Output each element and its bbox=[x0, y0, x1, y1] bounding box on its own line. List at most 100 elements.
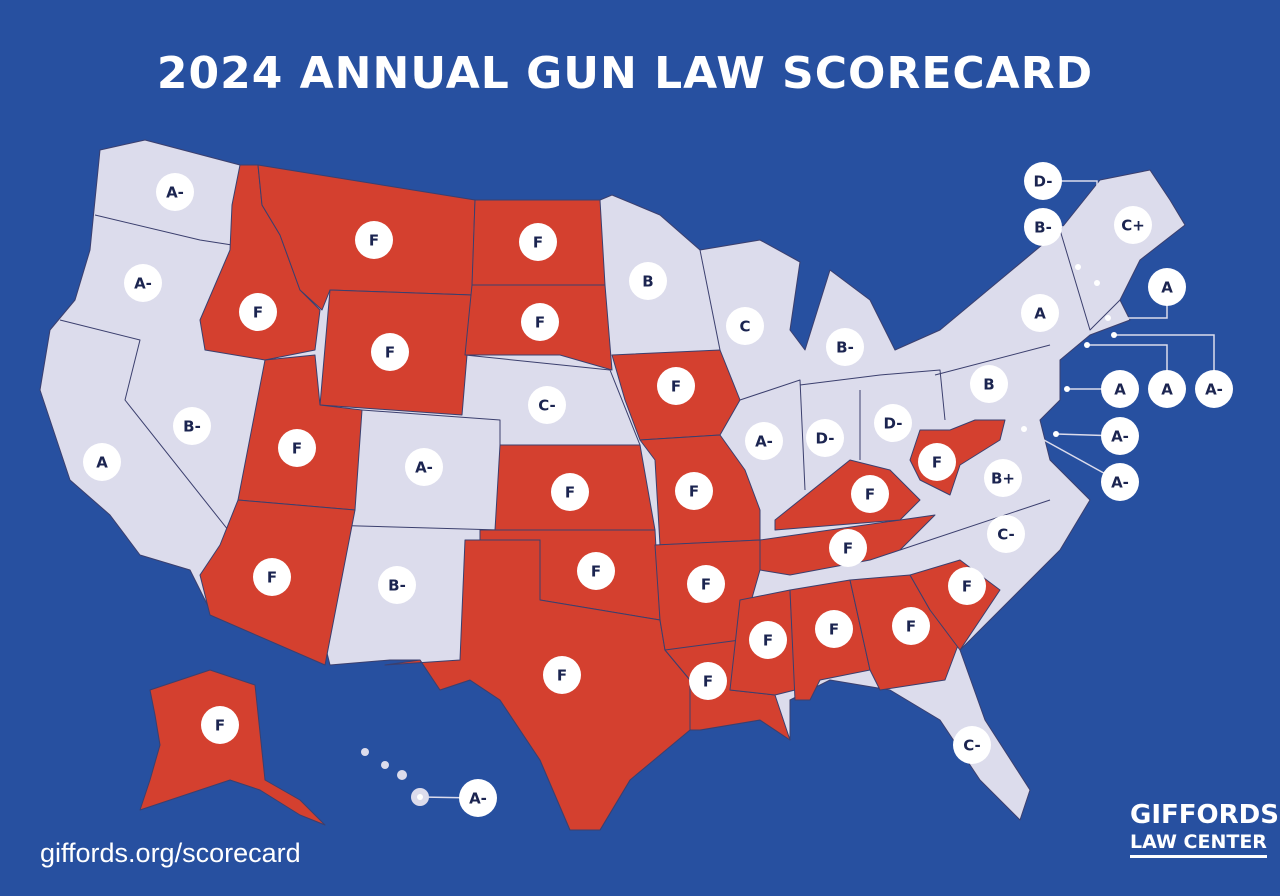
grade-label: F bbox=[962, 578, 972, 596]
grade-badge: F bbox=[371, 333, 409, 371]
grade-badge: F bbox=[543, 656, 581, 694]
grade-badge: F bbox=[278, 429, 316, 467]
grade-badge-circle bbox=[953, 726, 991, 764]
grade-badge: D- bbox=[874, 404, 912, 442]
grade-label: A bbox=[1161, 279, 1173, 297]
grade-badge-circle bbox=[519, 223, 557, 261]
grade-label: A bbox=[1161, 381, 1173, 399]
leader-dot bbox=[417, 794, 423, 800]
state-shape bbox=[774, 459, 921, 531]
grade-badge-circle bbox=[806, 419, 844, 457]
grade-badge: F bbox=[657, 367, 695, 405]
grade-label: F bbox=[292, 440, 302, 458]
grade-label: F bbox=[385, 344, 395, 362]
grade-badge-circle bbox=[528, 386, 566, 424]
grade-label: A- bbox=[415, 459, 433, 477]
grade-label: F bbox=[701, 576, 711, 594]
grade-badge: F bbox=[253, 558, 291, 596]
grade-badge: F bbox=[815, 610, 853, 648]
grade-badge: F bbox=[577, 552, 615, 590]
grade-label: B bbox=[983, 376, 994, 394]
grade-badge: F bbox=[355, 221, 393, 259]
grade-badge-circle bbox=[970, 365, 1008, 403]
grade-badge-circle bbox=[1148, 268, 1186, 306]
scorecard-url[interactable]: giffords.org/scorecard bbox=[40, 838, 301, 868]
grade-badge-circle bbox=[815, 610, 853, 648]
grade-label: C+ bbox=[1121, 217, 1145, 235]
grade-badge: A bbox=[83, 443, 121, 481]
grade-badge-circle bbox=[173, 407, 211, 445]
grade-badge-circle bbox=[629, 262, 667, 300]
grade-badge-circle bbox=[851, 475, 889, 513]
grade-badge: A- bbox=[745, 422, 783, 460]
grade-badge: B+ bbox=[984, 459, 1022, 497]
leader-dot bbox=[1111, 332, 1117, 338]
grade-badge-circle bbox=[1148, 370, 1186, 408]
grade-badge-circle bbox=[521, 303, 559, 341]
grade-badge-circle bbox=[918, 443, 956, 481]
grade-label: B+ bbox=[991, 470, 1015, 488]
grade-label: A- bbox=[469, 790, 487, 808]
grade-badge: B- bbox=[826, 328, 864, 366]
grade-label: F bbox=[703, 673, 713, 691]
grade-label: F bbox=[591, 563, 601, 581]
leader-dot bbox=[1021, 426, 1027, 432]
grade-label: F bbox=[565, 484, 575, 502]
grade-badge-circle bbox=[675, 472, 713, 510]
grade-badge: F bbox=[749, 621, 787, 659]
grade-badge-circle bbox=[1101, 463, 1139, 501]
grade-badge: A bbox=[1148, 370, 1186, 408]
grade-badge-circle bbox=[948, 567, 986, 605]
grade-label: B- bbox=[388, 577, 406, 595]
grade-badge: A- bbox=[1101, 463, 1139, 501]
grade-label: B- bbox=[836, 339, 854, 357]
grade-badge: C- bbox=[528, 386, 566, 424]
giffords-logo: GIFFORDS LAW CENTER bbox=[1130, 800, 1279, 858]
grade-label: A bbox=[1114, 381, 1126, 399]
grade-badge: B- bbox=[378, 566, 416, 604]
grade-label: F bbox=[267, 569, 277, 587]
grade-badge: F bbox=[892, 607, 930, 645]
grade-badge: F bbox=[851, 475, 889, 513]
grade-label: F bbox=[671, 378, 681, 396]
grade-badge-circle bbox=[874, 404, 912, 442]
grade-badge: D- bbox=[1024, 162, 1062, 200]
grade-badge: F bbox=[918, 443, 956, 481]
grade-badge: A bbox=[1101, 370, 1139, 408]
grade-badge-circle bbox=[1024, 208, 1062, 246]
grade-badge: F bbox=[551, 473, 589, 511]
grade-badge-circle bbox=[156, 173, 194, 211]
grade-badge: C- bbox=[953, 726, 991, 764]
grade-badge: C+ bbox=[1114, 206, 1152, 244]
grade-label: D- bbox=[884, 415, 903, 433]
grade-label: F bbox=[533, 234, 543, 252]
grade-label: C bbox=[739, 318, 750, 336]
grade-label: A bbox=[1034, 305, 1046, 323]
grade-badge-circle bbox=[577, 552, 615, 590]
grade-label: F bbox=[535, 314, 545, 332]
grade-badge-circle bbox=[355, 221, 393, 259]
grade-badge: D- bbox=[806, 419, 844, 457]
grade-badge: A- bbox=[459, 779, 497, 817]
grade-label: F bbox=[689, 483, 699, 501]
grade-label: A- bbox=[166, 184, 184, 202]
grade-badge-circle bbox=[1114, 206, 1152, 244]
grade-badge-circle bbox=[745, 422, 783, 460]
grade-badge: C- bbox=[987, 515, 1025, 553]
grade-badge: F bbox=[521, 303, 559, 341]
grade-badge-circle bbox=[829, 529, 867, 567]
grade-badge-circle bbox=[1101, 417, 1139, 455]
grade-label: F bbox=[253, 304, 263, 322]
logo-line1: GIFFORDS bbox=[1130, 800, 1279, 830]
grade-label: F bbox=[865, 486, 875, 504]
grade-badge: B- bbox=[1024, 208, 1062, 246]
leader-dot bbox=[1053, 431, 1059, 437]
grade-label: D- bbox=[1034, 173, 1053, 191]
grade-badge-circle bbox=[551, 473, 589, 511]
grade-badge-circle bbox=[892, 607, 930, 645]
grade-label: D- bbox=[816, 430, 835, 448]
grade-badge: A- bbox=[405, 448, 443, 486]
grade-badge-circle bbox=[239, 293, 277, 331]
grade-label: B- bbox=[1034, 219, 1052, 237]
grade-badge-circle bbox=[987, 515, 1025, 553]
